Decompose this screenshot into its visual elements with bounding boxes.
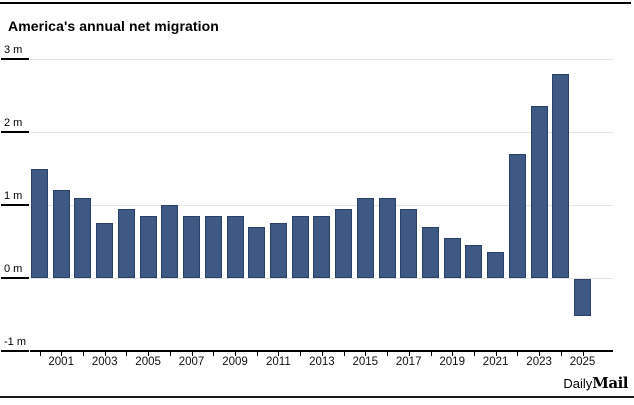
gridline-1m bbox=[30, 205, 613, 206]
x-axis-label-2003: 2003 bbox=[91, 356, 118, 368]
bar-2017 bbox=[400, 208, 418, 278]
y-axis-label: 0 m bbox=[4, 263, 23, 275]
y-axis-label: 2 m bbox=[4, 117, 23, 129]
x-axis-label-2007: 2007 bbox=[178, 356, 205, 368]
bar-2025 bbox=[574, 279, 591, 316]
bar-2015 bbox=[356, 197, 374, 278]
x-axis-tick-2024 bbox=[560, 352, 562, 356]
x-axis-tick-2010 bbox=[256, 352, 258, 356]
bar-2010 bbox=[248, 226, 266, 278]
x-axis-tick-2006 bbox=[169, 352, 171, 356]
x-axis-label-2019: 2019 bbox=[439, 356, 465, 368]
bar-2014 bbox=[335, 208, 353, 278]
bar-2023 bbox=[530, 106, 548, 278]
bar-2011 bbox=[269, 223, 287, 279]
dailymail-logo-daily: Daily bbox=[563, 376, 593, 391]
x-axis-tick-2018 bbox=[430, 352, 432, 356]
bar-2000 bbox=[31, 168, 48, 278]
x-axis-label-2013: 2013 bbox=[309, 356, 335, 368]
bar-2005 bbox=[139, 215, 157, 278]
gridline-2m bbox=[30, 132, 613, 133]
bar-2024 bbox=[552, 73, 570, 278]
x-axis-tick-2020 bbox=[473, 352, 475, 356]
x-axis-label-2025: 2025 bbox=[569, 356, 596, 368]
x-axis-label-2011: 2011 bbox=[266, 356, 291, 368]
bar-2021 bbox=[487, 252, 505, 278]
dailymail-logo-mail: Mail bbox=[592, 374, 628, 392]
x-axis-tick-2011 bbox=[278, 352, 280, 356]
bar-2018 bbox=[422, 226, 439, 278]
y-axis-tick-stub bbox=[1, 350, 29, 352]
x-axis-tick-2004 bbox=[126, 352, 128, 356]
x-axis-label-2015: 2015 bbox=[352, 356, 379, 368]
x-axis-label-2001: 2001 bbox=[48, 356, 74, 368]
bar-2020 bbox=[465, 245, 483, 279]
x-axis-label-2023: 2023 bbox=[526, 356, 552, 368]
x-axis-tick-2001 bbox=[61, 352, 63, 356]
bar-2001 bbox=[52, 190, 70, 278]
bar-2012 bbox=[291, 215, 309, 278]
x-axis-tick-2023 bbox=[539, 352, 541, 356]
x-axis-tick-2021 bbox=[495, 352, 497, 356]
x-axis-tick-2015 bbox=[365, 352, 367, 356]
x-axis-label-2021: 2021 bbox=[482, 356, 509, 368]
dailymail-logo: DailyMail bbox=[563, 374, 628, 393]
bar-2003 bbox=[96, 223, 114, 279]
y-axis-label: 1 m bbox=[4, 190, 23, 202]
x-axis-label-2005: 2005 bbox=[135, 356, 161, 368]
x-axis-label-2017: 2017 bbox=[395, 356, 422, 368]
x-axis-tick-2016 bbox=[387, 352, 388, 356]
x-axis-tick-2000 bbox=[39, 352, 41, 356]
x-axis-tick-2003 bbox=[104, 352, 106, 356]
gridline-0m bbox=[30, 278, 613, 279]
x-axis-tick-2025 bbox=[582, 352, 584, 356]
x-axis-tick-2008 bbox=[213, 352, 215, 356]
bar-2009 bbox=[226, 215, 244, 278]
bar-2019 bbox=[443, 237, 461, 278]
y-axis-label: 3 m bbox=[4, 44, 23, 56]
bar-2008 bbox=[204, 215, 222, 278]
x-axis-tick-2007 bbox=[191, 352, 193, 356]
y-axis-tick-stub bbox=[1, 277, 29, 279]
bar-2022 bbox=[508, 153, 526, 278]
y-axis-tick-stub bbox=[1, 131, 29, 133]
bar-2006 bbox=[161, 205, 179, 278]
x-axis-tick-2012 bbox=[300, 352, 302, 356]
x-axis-tick-2019 bbox=[452, 352, 454, 356]
top-rule bbox=[0, 2, 631, 4]
bar-2004 bbox=[117, 208, 135, 278]
x-axis-line bbox=[30, 350, 613, 352]
y-axis-label: -1 m bbox=[4, 336, 26, 348]
x-axis-tick-2009 bbox=[235, 352, 236, 356]
y-axis-tick-stub bbox=[1, 58, 29, 60]
x-axis-tick-2022 bbox=[517, 352, 519, 356]
bar-2007 bbox=[183, 215, 200, 278]
x-axis-tick-2005 bbox=[148, 352, 150, 356]
x-axis-tick-2014 bbox=[343, 352, 345, 356]
x-axis-tick-2002 bbox=[82, 352, 84, 356]
chart-title: America's annual net migration bbox=[8, 18, 219, 34]
x-axis-tick-2017 bbox=[408, 352, 410, 356]
bar-2002 bbox=[74, 197, 92, 278]
bar-2013 bbox=[313, 215, 331, 278]
bar-2016 bbox=[378, 197, 396, 278]
bottom-rule bbox=[0, 396, 634, 398]
x-axis-tick-2013 bbox=[321, 352, 323, 356]
x-axis-label-2009: 2009 bbox=[222, 356, 248, 368]
gridline-3m bbox=[30, 59, 613, 60]
y-axis-tick-stub bbox=[1, 204, 29, 206]
